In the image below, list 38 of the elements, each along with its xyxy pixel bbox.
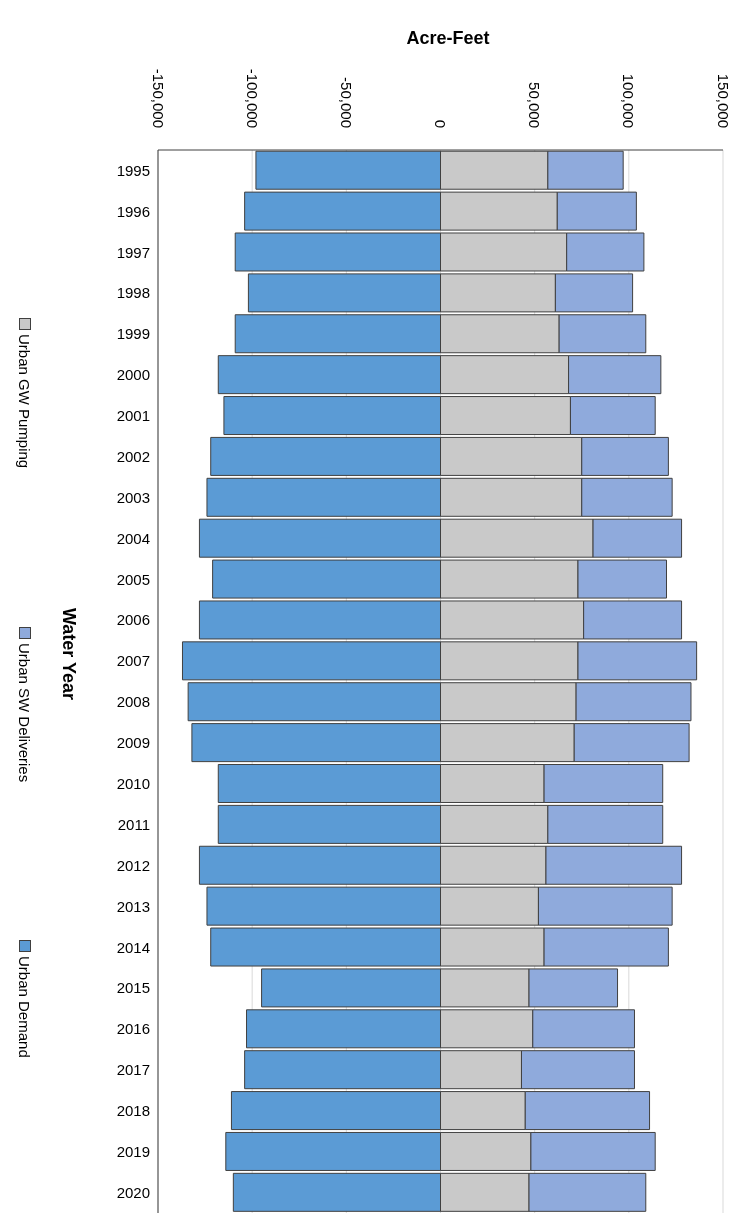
y-tick-label: 2000 [116,366,150,384]
y-axis-title: Water Year [58,608,79,701]
x-tick-label: 0 [432,119,449,128]
x-tick-label: -150,000 [149,68,167,128]
y-tick-label: 1997 [116,243,150,261]
legend-label: Urban GW Pumping [16,334,33,469]
y-tick-label: 2011 [117,815,150,833]
y-tick-label: 2004 [116,529,150,547]
y-tick-label: 2020 [116,1183,150,1201]
y-tick-label: 2005 [116,570,150,588]
y-tick-label: 2010 [116,775,150,793]
y-tick-label: 1999 [116,325,150,343]
y-tick-label: 2001 [116,407,150,425]
y-tick-label: 2014 [116,938,150,956]
y-tick-label: 2003 [116,488,150,506]
y-tick-label: 2017 [116,1061,150,1079]
y-tick-label: 2002 [116,447,150,465]
y-tick-label: 1996 [116,202,150,220]
legend-label: Urban SW Deliveries [16,642,33,782]
y-tick-label: 2013 [116,897,150,915]
legend-label: Urban Demand [16,956,33,1058]
y-tick-label: 2015 [116,979,150,997]
x-tick-label: 150,000 [714,73,732,128]
x-tick-label: 100,000 [620,73,638,128]
y-tick-label: 2009 [116,734,150,752]
x-tick-label: -50,000 [337,77,355,128]
x-axis-title: Acre-Feet [405,28,491,49]
y-tick-label: 2018 [116,1102,150,1120]
y-tick-label: 1995 [116,161,150,179]
y-tick-label: 2012 [116,856,150,874]
y-tick-label: 1998 [116,284,150,302]
y-tick-label: 2019 [116,1143,150,1160]
y-tick-label: 2007 [116,652,150,670]
y-tick-label: 2008 [116,693,150,711]
x-tick-label: -100,000 [243,68,261,128]
y-tick-label: 2006 [116,611,150,629]
x-tick-label: 50,000 [526,82,544,128]
y-tick-label: 2016 [116,1020,150,1038]
